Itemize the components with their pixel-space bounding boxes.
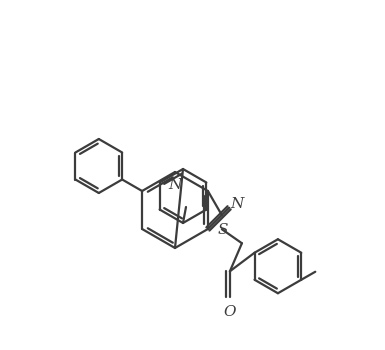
Text: N: N [168,178,182,192]
Text: N: N [231,197,244,211]
Text: O: O [224,305,236,319]
Text: S: S [218,223,228,237]
